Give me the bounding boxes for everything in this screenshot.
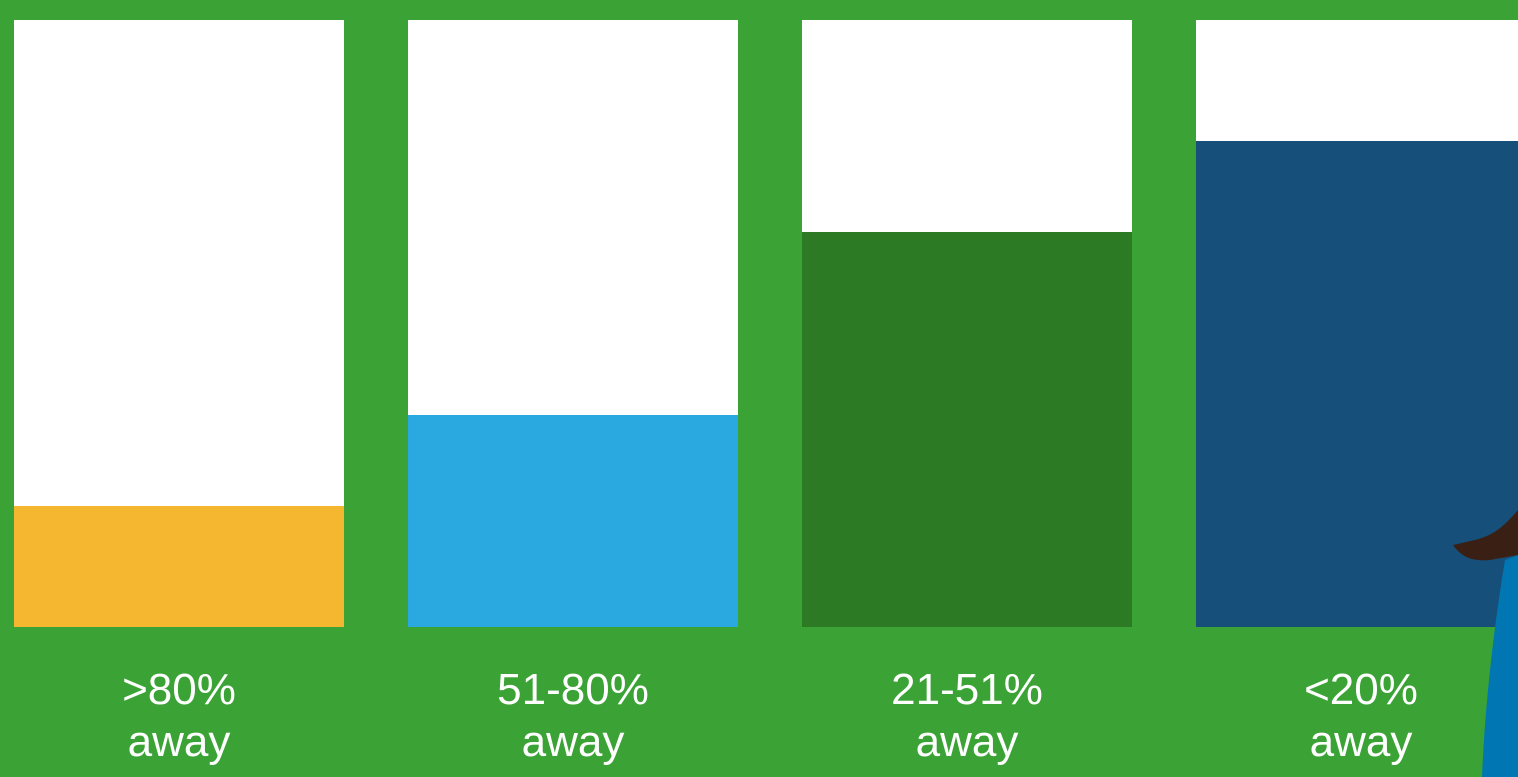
category-label: 51-80% away — [497, 665, 649, 766]
bar — [802, 232, 1132, 627]
bar — [14, 505, 344, 627]
hair — [1453, 510, 1518, 561]
category-label: <20% away — [1304, 665, 1418, 766]
category-label: 21-51% away — [891, 665, 1043, 766]
clothing — [1482, 555, 1518, 777]
category-label: >80% away — [122, 665, 236, 766]
bar-container — [408, 20, 738, 627]
bar — [408, 414, 738, 627]
bar-container — [802, 20, 1132, 627]
bar-container — [14, 20, 344, 627]
bar-container — [1196, 20, 1518, 627]
